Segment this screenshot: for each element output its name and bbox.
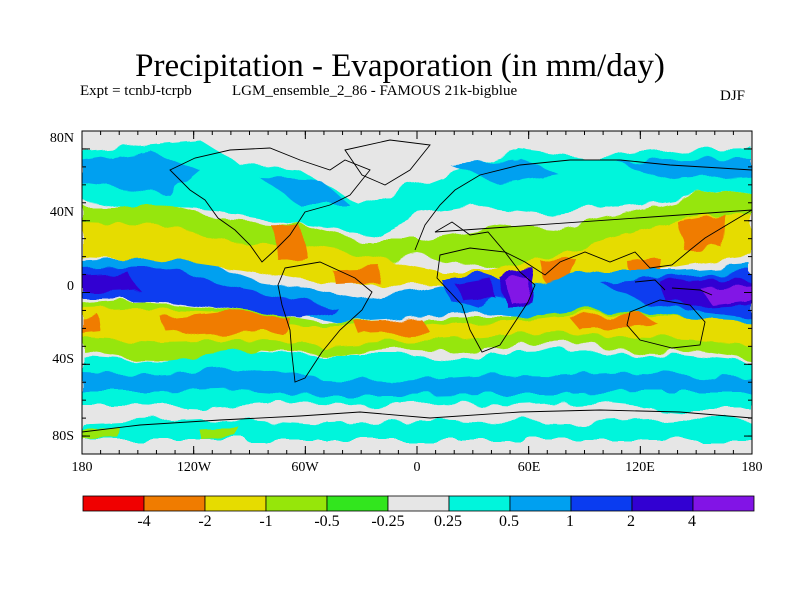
colorbar-swatch	[509, 495, 572, 512]
coast-north-america	[169, 147, 371, 263]
season-label: DJF	[720, 88, 746, 104]
coast-south-america	[277, 261, 373, 383]
x-tick-label: 120E	[625, 460, 655, 475]
field-wet-north-strong	[82, 150, 752, 205]
colorbar-label: -0.5	[314, 513, 340, 530]
coast-africa	[436, 247, 536, 353]
axis-ticks	[81, 131, 753, 454]
field-wet-north	[82, 140, 752, 235]
field-antarctic-rim	[82, 418, 752, 440]
colorbar-swatch	[387, 495, 450, 512]
coast-greenland	[344, 139, 431, 186]
coastlines	[82, 139, 752, 433]
colorbar	[82, 495, 755, 512]
colorbar-label: -0.25	[371, 513, 405, 530]
field-wet-equator-strong	[82, 268, 752, 318]
colorbar-swatch	[570, 495, 633, 512]
y-tick-label: 40N	[49, 205, 74, 220]
x-tick-label: 180	[71, 460, 93, 475]
field-antarctic-dry	[82, 428, 240, 440]
x-tick-label: 60W	[291, 460, 319, 475]
coast-australia	[626, 299, 706, 349]
experiment-label: Expt = tcnbJ-tcrpb	[80, 83, 192, 99]
colorbar-label: 0.25	[434, 513, 462, 530]
colorbar-swatch	[448, 495, 511, 512]
y-tick-label: 40S	[52, 352, 74, 367]
run-label: LGM_ensemble_2_86 - FAMOUS 21k-bigblue	[232, 83, 518, 99]
coast-indonesia	[634, 279, 713, 296]
field-strong-dry-south	[82, 310, 660, 335]
coast-antarctica	[82, 409, 752, 433]
colorbar-label: -4	[137, 513, 151, 530]
field-strong-dry-north	[268, 214, 725, 292]
colorbar-swatch	[204, 495, 267, 512]
colorbar-swatch	[631, 495, 694, 512]
colorbar-swatch	[82, 495, 145, 512]
colorbar-label: 0.5	[499, 513, 519, 530]
colorbar-label: 4	[688, 513, 696, 530]
field-wet-south-strong	[82, 368, 752, 396]
colorbar-swatch	[326, 495, 389, 512]
colorbar-label: 1	[566, 513, 574, 530]
colorbar-label: -1	[259, 513, 273, 530]
y-tick-label: 80N	[49, 131, 74, 146]
x-tick-label: 60E	[517, 460, 541, 475]
page-title: Precipitation - Evaporation (in mm/day)	[135, 48, 665, 84]
x-tick-label: 180	[741, 460, 763, 475]
colorbar-swatch	[692, 495, 755, 512]
colorbar-label: 2	[627, 513, 635, 530]
colorbar-label: -2	[198, 513, 212, 530]
colorbar-swatch	[143, 495, 206, 512]
y-tick-label: 0	[67, 279, 74, 294]
field-layer	[82, 131, 752, 454]
colorbar-swatch	[265, 495, 328, 512]
x-tick-label: 120W	[176, 460, 212, 475]
coast-europe-asia	[414, 159, 752, 276]
x-tick-label: 0	[413, 460, 421, 475]
field-dry-subtrop-north	[82, 215, 752, 290]
y-tick-label: 80S	[52, 429, 74, 444]
